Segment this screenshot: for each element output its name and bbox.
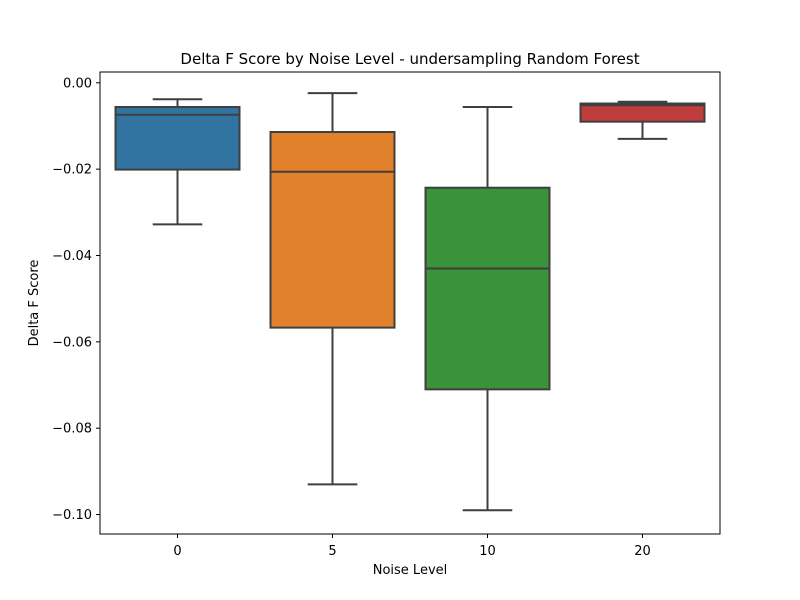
box-group-noise-0 [114,98,241,226]
x-tick-label: 0 [173,544,181,559]
y-tick-label: −0.06 [52,335,92,350]
y-axis: 0.00 −0.02 −0.04 −0.06 −0.08 −0.10 [52,76,100,523]
y-tick-label: −0.10 [52,508,92,523]
x-axis-label: Noise Level [373,563,448,578]
box-group-noise-5 [269,92,396,486]
y-tick-label: −0.02 [52,163,92,178]
box-iqr [424,186,551,391]
y-tick-label: 0.00 [63,76,92,91]
box-group-noise-20 [579,100,706,140]
box-iqr [579,102,706,123]
x-axis: 0 5 10 20 [173,534,651,559]
y-tick-label: −0.04 [52,249,92,264]
y-axis-label: Delta F Score [27,260,42,347]
y-tick-label: −0.08 [52,422,92,437]
plot-area-frame [99,71,721,535]
box-group-noise-10 [424,105,551,512]
x-tick-label: 20 [634,544,651,559]
chart-title: Delta F Score by Noise Level - undersamp… [180,50,639,68]
box-iqr [114,105,241,171]
box-iqr [269,131,396,329]
x-tick-label: 10 [479,544,496,559]
x-tick-label: 5 [328,544,336,559]
boxes-layer [114,92,706,512]
